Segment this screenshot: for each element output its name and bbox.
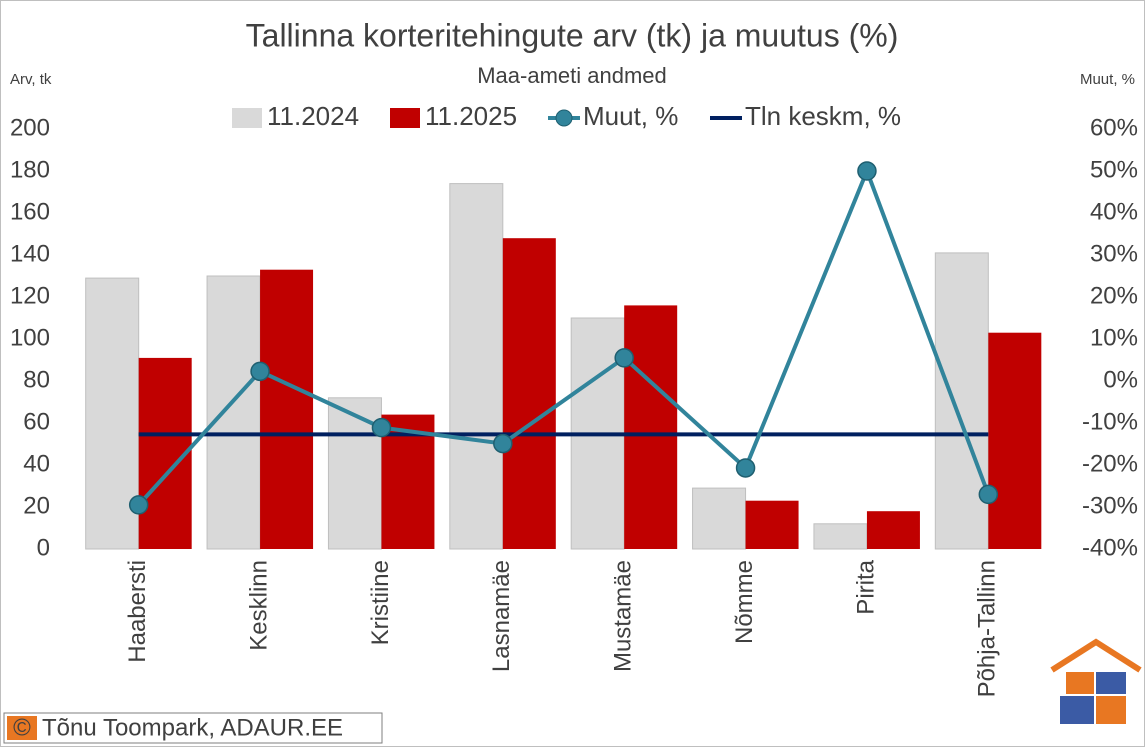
bar (206, 275, 261, 550)
legend-label: 11.2024 (267, 101, 359, 131)
line-marker (735, 458, 756, 478)
y-tick-label: 200 (10, 114, 50, 141)
y-tick-label: 80 (23, 366, 50, 393)
legend-swatch (232, 108, 262, 128)
y-tick-label: 40 (23, 450, 50, 477)
chart-subtitle: Maa-ameti andmed (477, 63, 667, 88)
y2-tick-label: -20% (1082, 450, 1138, 477)
y2-axis-title: Muut, % (1080, 71, 1135, 88)
y2-tick-label: 50% (1090, 156, 1138, 183)
y2-tick-label: 60% (1090, 114, 1138, 141)
y-tick-label: 100 (10, 324, 50, 351)
y2-tick-label: 0% (1103, 366, 1138, 393)
bar (866, 511, 920, 549)
y2-tick-label: -40% (1082, 534, 1138, 561)
y-tick-label: 120 (10, 282, 50, 309)
bar (934, 252, 989, 550)
y2-tick-label: -30% (1082, 492, 1138, 519)
credit: Tõnu Toompark, ADAUR.EE (42, 714, 343, 741)
bar (449, 183, 504, 550)
bar (381, 414, 435, 549)
y-axis-title: Arv, tk (10, 71, 52, 88)
legend-marker (555, 109, 573, 127)
y2-tick-label: 20% (1090, 282, 1138, 309)
bar (813, 523, 868, 550)
x-tick-label: Kesklinn (245, 560, 272, 651)
line-marker (978, 484, 999, 505)
x-tick-label: Haabersti (124, 560, 151, 663)
bar (692, 487, 747, 550)
bar (988, 332, 1042, 549)
bar (745, 500, 799, 549)
logo (1050, 638, 1142, 724)
line-marker (493, 433, 513, 454)
x-tick-label: Nõmme (731, 560, 758, 644)
line-marker (371, 417, 392, 438)
y-tick-label: 20 (23, 492, 50, 519)
y-tick-label: 60 (23, 408, 50, 435)
y2-tick-label: 10% (1090, 324, 1138, 351)
footer-box (3, 712, 383, 744)
bar (502, 238, 556, 549)
x-tick-label: Kristiine (367, 560, 394, 645)
copyright-symbol: © (13, 714, 31, 741)
legend-label: Tln keskm, % (745, 101, 901, 131)
y-tick-label: 0 (37, 534, 50, 561)
legend-label: Muut, % (583, 101, 678, 131)
change-line (137, 165, 991, 507)
legend-label: 11.2025 (425, 101, 517, 131)
y2-tick-label: -10% (1082, 408, 1138, 435)
y2-tick-label: 40% (1090, 198, 1138, 225)
x-tick-label: Lasnamäe (488, 560, 515, 672)
bar (327, 397, 382, 550)
x-tick-label: Pirita (852, 559, 879, 614)
line-marker (614, 348, 634, 368)
bar (624, 305, 678, 549)
y-tick-label: 180 (10, 156, 50, 183)
y2-tick-label: 30% (1090, 240, 1138, 267)
x-tick-label: Põhja-Tallinn (974, 560, 1001, 697)
line-marker (128, 495, 149, 515)
y-tick-label: 140 (10, 240, 50, 267)
x-tick-label: Mustamäe (610, 560, 637, 672)
chart-title: Tallinna korteritehingute arv (tk) ja mu… (246, 17, 899, 53)
legend-swatch (390, 108, 420, 128)
footer-symbol-box (7, 716, 37, 740)
line-marker (857, 161, 877, 181)
bar (260, 269, 314, 549)
line-marker (250, 361, 270, 382)
y-tick-label: 160 (10, 198, 50, 225)
